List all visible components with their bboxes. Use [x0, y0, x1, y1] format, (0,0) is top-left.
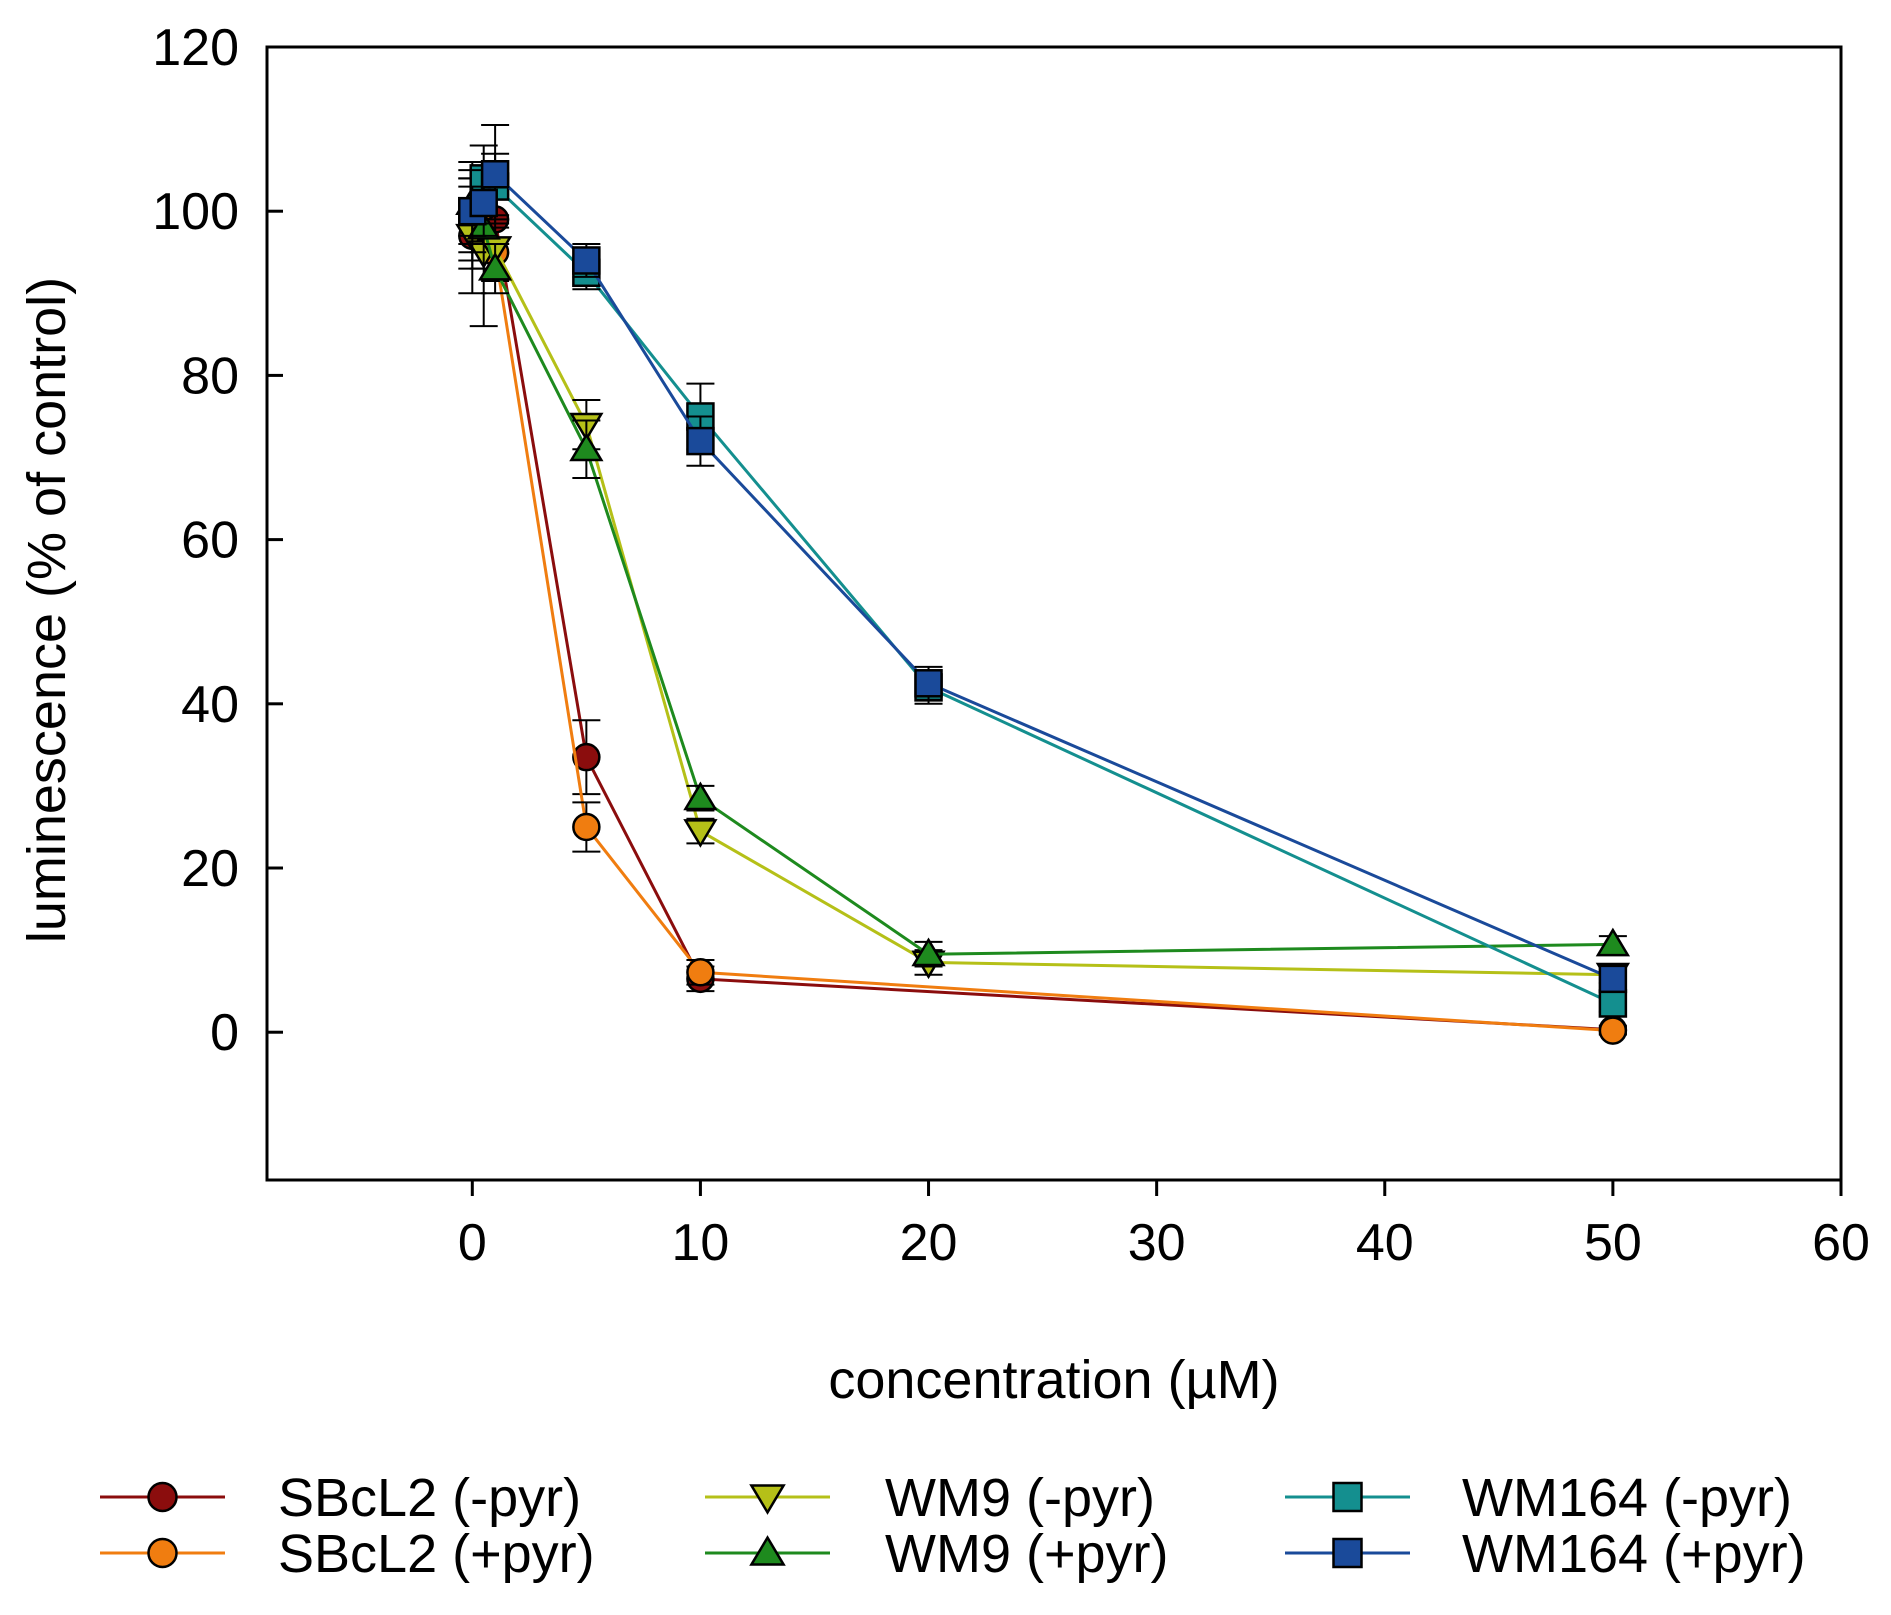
data-point	[1598, 989, 1628, 1018]
data-point	[911, 937, 946, 967]
series-line	[471, 204, 1613, 1033]
data-point	[477, 251, 513, 281]
x-tick-label: 20	[900, 1214, 958, 1272]
data-point	[572, 246, 601, 275]
legend-swatch-marker	[749, 1484, 786, 1515]
x-axis-label: concentration (µM)	[828, 1350, 1279, 1410]
legend-label: WM164 (+pyr)	[1462, 1524, 1806, 1584]
x-tick-label: 40	[1356, 1214, 1414, 1272]
legend: SBcL2 (-pyr)SBcL2 (+pyr) WM9 (-pyr)WM9 (+…	[100, 1468, 1806, 1584]
x-tick-label: 50	[1584, 1214, 1642, 1272]
y-tick-label: 100	[152, 183, 239, 241]
legend-swatch-marker	[1332, 1481, 1363, 1513]
series-5	[458, 123, 1628, 994]
legend-item: WM164 (+pyr)	[1285, 1524, 1806, 1584]
x-tick-label: 60	[1812, 1214, 1870, 1272]
legend-label: SBcL2 (-pyr)	[278, 1468, 581, 1528]
data-point	[1598, 1016, 1628, 1045]
plot-frame	[265, 45, 1843, 1182]
legend-item: WM9 (+pyr)	[705, 1524, 1169, 1584]
data-point	[1598, 964, 1628, 994]
legend-item: SBcL2 (-pyr)	[100, 1468, 581, 1528]
legend-swatch-marker	[1332, 1537, 1363, 1569]
data-point	[686, 426, 715, 456]
data-point	[914, 669, 943, 698]
data-point	[572, 812, 601, 842]
y-tick-label: 80	[181, 347, 239, 405]
y-tick-label: 120	[152, 19, 239, 77]
legend-label: SBcL2 (+pyr)	[278, 1524, 595, 1584]
y-tick-label: 20	[181, 840, 239, 898]
legend-item: WM9 (-pyr)	[705, 1468, 1155, 1528]
legend-swatch-marker	[147, 1537, 178, 1569]
data-point	[683, 819, 718, 848]
data-point	[1595, 927, 1631, 957]
x-tick-label: 0	[458, 1214, 487, 1272]
series-line	[470, 202, 1613, 956]
legend-label: WM9 (-pyr)	[885, 1468, 1155, 1528]
series-1	[458, 173, 1628, 1045]
y-tick-label: 60	[181, 512, 239, 570]
legend-item: WM164 (-pyr)	[1285, 1468, 1792, 1528]
data-point	[480, 160, 510, 189]
series-0	[458, 193, 1628, 1045]
y-tick-label: 0	[210, 1004, 239, 1062]
legend-label: WM9 (+pyr)	[885, 1524, 1169, 1584]
x-tick-label: 30	[1128, 1214, 1186, 1272]
data-point	[569, 432, 604, 462]
data-point	[686, 958, 715, 987]
series-line	[470, 175, 1614, 1005]
x-tick-label: 10	[671, 1214, 729, 1272]
legend-item: SBcL2 (+pyr)	[100, 1524, 595, 1584]
data-point	[572, 742, 601, 772]
series-layer	[455, 123, 1631, 1045]
y-tick-label: 40	[181, 676, 239, 734]
data-point	[683, 781, 718, 811]
y-axis-ticks: 0 20 40 60 80 100 120	[152, 19, 283, 1062]
data-point	[469, 188, 498, 218]
series-2	[455, 177, 1631, 992]
x-axis-ticks: 0 10 20 30 40 50 60	[458, 1180, 1870, 1272]
y-axis-label: luminescence (% of control)	[17, 277, 77, 943]
series-line	[471, 171, 1614, 981]
legend-swatch-marker	[147, 1481, 178, 1513]
legend-label: WM164 (-pyr)	[1462, 1468, 1792, 1528]
legend-swatch-marker	[749, 1535, 786, 1566]
